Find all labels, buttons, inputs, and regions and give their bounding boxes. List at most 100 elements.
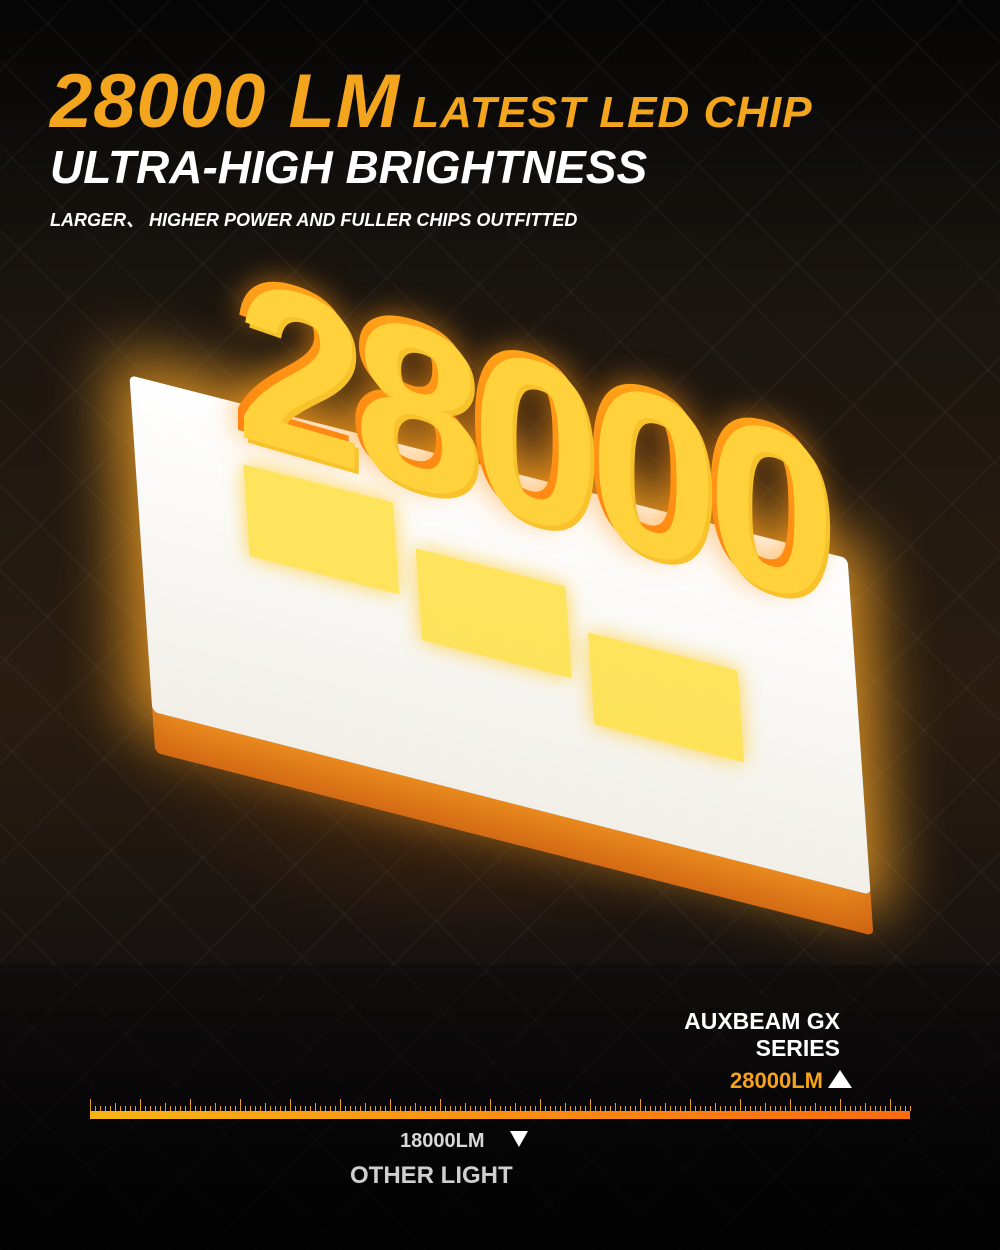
ruler-tick xyxy=(665,1103,666,1111)
ruler-tick xyxy=(250,1106,251,1111)
ruler-tick xyxy=(350,1106,351,1111)
brand-label: AUXBEAM GX SERIES xyxy=(684,1008,840,1062)
ruler-tick xyxy=(295,1106,296,1111)
ruler-tick xyxy=(895,1106,896,1111)
ruler-tick xyxy=(695,1106,696,1111)
ruler-tick xyxy=(160,1106,161,1111)
ruler-tick xyxy=(240,1099,241,1111)
ruler-tick xyxy=(750,1106,751,1111)
ruler-tick xyxy=(105,1106,106,1111)
ruler-tick xyxy=(685,1106,686,1111)
ruler-tick xyxy=(185,1106,186,1111)
ruler-tick xyxy=(900,1106,901,1111)
ruler-tick xyxy=(130,1106,131,1111)
ruler-tick xyxy=(585,1106,586,1111)
lumen-ruler xyxy=(90,1095,911,1125)
ruler-tick xyxy=(255,1106,256,1111)
ruler-tick xyxy=(625,1106,626,1111)
ruler-tick xyxy=(730,1106,731,1111)
ruler-tick xyxy=(270,1106,271,1111)
ruler-tick xyxy=(520,1106,521,1111)
ruler-tick xyxy=(525,1106,526,1111)
ruler-tick xyxy=(180,1106,181,1111)
ruler-tick xyxy=(850,1106,851,1111)
ruler-tick xyxy=(285,1106,286,1111)
ruler-tick xyxy=(595,1106,596,1111)
ruler-tick xyxy=(410,1106,411,1111)
ruler-tick xyxy=(215,1103,216,1111)
ruler-tick xyxy=(455,1106,456,1111)
ruler-tick xyxy=(705,1106,706,1111)
headline-lumen: 28000 LM xyxy=(50,59,401,144)
ruler-tick xyxy=(365,1103,366,1111)
ruler-tick xyxy=(230,1106,231,1111)
ruler-tick xyxy=(720,1106,721,1111)
ruler-tick xyxy=(675,1106,676,1111)
brand-line1: AUXBEAM GX xyxy=(684,1008,840,1034)
ruler-tick xyxy=(385,1106,386,1111)
subheadline: ULTRA-HIGH BRIGHTNESS xyxy=(50,141,648,193)
ruler-tick xyxy=(760,1106,761,1111)
ruler-tick xyxy=(745,1106,746,1111)
ruler-tick xyxy=(135,1106,136,1111)
ruler-tick xyxy=(400,1106,401,1111)
ruler-tick xyxy=(540,1099,541,1111)
ruler-tick xyxy=(515,1103,516,1111)
ruler-tick xyxy=(910,1106,911,1111)
ruler-tick xyxy=(655,1106,656,1111)
ruler-tick xyxy=(325,1106,326,1111)
ruler-tick xyxy=(860,1106,861,1111)
ruler-tick xyxy=(380,1106,381,1111)
ruler-tick xyxy=(770,1106,771,1111)
ruler-tick xyxy=(590,1099,591,1111)
ruler-tick xyxy=(145,1106,146,1111)
ruler-tick xyxy=(140,1099,141,1111)
triangle-up-icon xyxy=(828,1070,852,1088)
ruler-tick xyxy=(90,1099,91,1111)
ruler-tick xyxy=(605,1106,606,1111)
ruler-tick xyxy=(195,1106,196,1111)
ruler-tick xyxy=(755,1106,756,1111)
ruler-tick xyxy=(615,1103,616,1111)
ruler-tick xyxy=(480,1106,481,1111)
ruler-tick xyxy=(500,1106,501,1111)
ruler-tick xyxy=(875,1106,876,1111)
ruler-tick xyxy=(725,1106,726,1111)
ruler-tick xyxy=(660,1106,661,1111)
ruler-tick xyxy=(120,1106,121,1111)
ruler-tick xyxy=(235,1106,236,1111)
ruler-tick xyxy=(125,1106,126,1111)
ruler-tick xyxy=(640,1099,641,1111)
ruler-tick xyxy=(220,1106,221,1111)
ruler-tick xyxy=(440,1099,441,1111)
ruler-tick xyxy=(475,1106,476,1111)
ruler-tick xyxy=(670,1106,671,1111)
ruler-tick xyxy=(825,1106,826,1111)
ruler-tick xyxy=(560,1106,561,1111)
ruler-tick xyxy=(370,1106,371,1111)
ruler-tick xyxy=(680,1106,681,1111)
brand-value: 28000LM xyxy=(730,1068,823,1093)
ruler-tick xyxy=(360,1106,361,1111)
ruler-tick xyxy=(420,1106,421,1111)
ruler-tick xyxy=(620,1106,621,1111)
ruler-tick xyxy=(200,1106,201,1111)
ruler-tick xyxy=(305,1106,306,1111)
ruler-tick xyxy=(95,1106,96,1111)
ruler-tick xyxy=(155,1106,156,1111)
ruler-tick xyxy=(610,1106,611,1111)
ruler-tick xyxy=(775,1106,776,1111)
ruler-tick xyxy=(580,1106,581,1111)
ruler-tick xyxy=(470,1106,471,1111)
ruler-tick xyxy=(190,1099,191,1111)
ruler-tick xyxy=(715,1103,716,1111)
ruler-tick xyxy=(890,1099,891,1111)
ruler-tick xyxy=(885,1106,886,1111)
ruler-tick xyxy=(785,1106,786,1111)
ruler-tick xyxy=(645,1106,646,1111)
ruler-tick xyxy=(275,1106,276,1111)
ruler-tick xyxy=(165,1103,166,1111)
ruler-tick xyxy=(735,1106,736,1111)
ruler-tick xyxy=(555,1106,556,1111)
ruler-tick xyxy=(780,1106,781,1111)
